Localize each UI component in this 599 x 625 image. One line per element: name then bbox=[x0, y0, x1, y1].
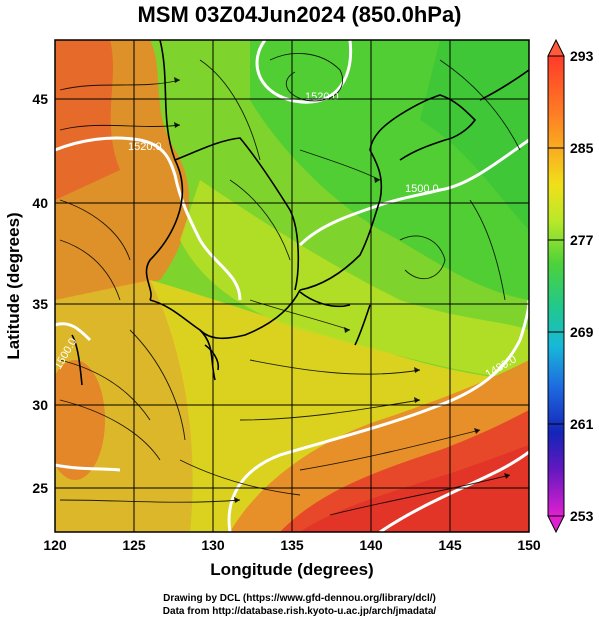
y-axis-title: Latitude (degrees) bbox=[4, 212, 23, 359]
x-tick-label: 120 bbox=[43, 537, 67, 553]
contour-label: 1500.0 bbox=[405, 183, 439, 195]
temperature-field: 1520.0 1520.0 1500.0 1480.0 1500.0 bbox=[55, 40, 529, 532]
colorbar-label: 293 bbox=[570, 48, 594, 64]
y-tick-label: 35 bbox=[32, 296, 48, 312]
chart-title: MSM 03Z04Jun2024 (850.0hPa) bbox=[137, 2, 462, 27]
colorbar-bottom-arrow bbox=[547, 515, 565, 534]
colorbar-label: 277 bbox=[570, 232, 594, 248]
contour-label: 1520.0 bbox=[128, 141, 162, 153]
colorbar-label: 261 bbox=[570, 416, 594, 432]
x-tick-label: 145 bbox=[438, 537, 462, 553]
colorbar: 293 285 277 269 261 253 bbox=[547, 38, 594, 534]
coastlines bbox=[71, 40, 529, 386]
y-tick-label: 40 bbox=[32, 195, 48, 211]
colorbar-label: 285 bbox=[570, 140, 594, 156]
wind-streamlines bbox=[59, 53, 521, 516]
colorbar-scale bbox=[547, 55, 565, 517]
x-axis-title: Longitude (degrees) bbox=[210, 560, 373, 579]
y-tick-label: 25 bbox=[32, 480, 48, 496]
graticule bbox=[55, 40, 529, 532]
plot-frame bbox=[54, 39, 530, 533]
y-tick-label: 30 bbox=[32, 397, 48, 413]
x-tick-label: 150 bbox=[517, 537, 541, 553]
credit-data: Data from http://database.rish.kyoto-u.a… bbox=[162, 606, 437, 617]
y-tick-label: 45 bbox=[32, 91, 48, 107]
x-tick-label: 140 bbox=[359, 537, 383, 553]
colorbar-top-arrow bbox=[547, 38, 565, 57]
colorbar-label: 253 bbox=[570, 508, 594, 524]
x-tick-label: 125 bbox=[122, 537, 146, 553]
y-axis: 45 40 35 30 25 Latitude (degrees) bbox=[4, 91, 48, 496]
x-tick-label: 130 bbox=[201, 537, 225, 553]
x-axis: 120 125 130 135 140 145 150 Longitude (d… bbox=[43, 537, 541, 579]
credit-drawing: Drawing by DCL (https://www.gfd-dennou.o… bbox=[163, 593, 436, 604]
contour-label: 1520.0 bbox=[305, 91, 339, 103]
colorbar-label: 269 bbox=[570, 324, 594, 340]
credits: Drawing by DCL (https://www.gfd-dennou.o… bbox=[0, 592, 599, 618]
x-tick-label: 135 bbox=[280, 537, 304, 553]
